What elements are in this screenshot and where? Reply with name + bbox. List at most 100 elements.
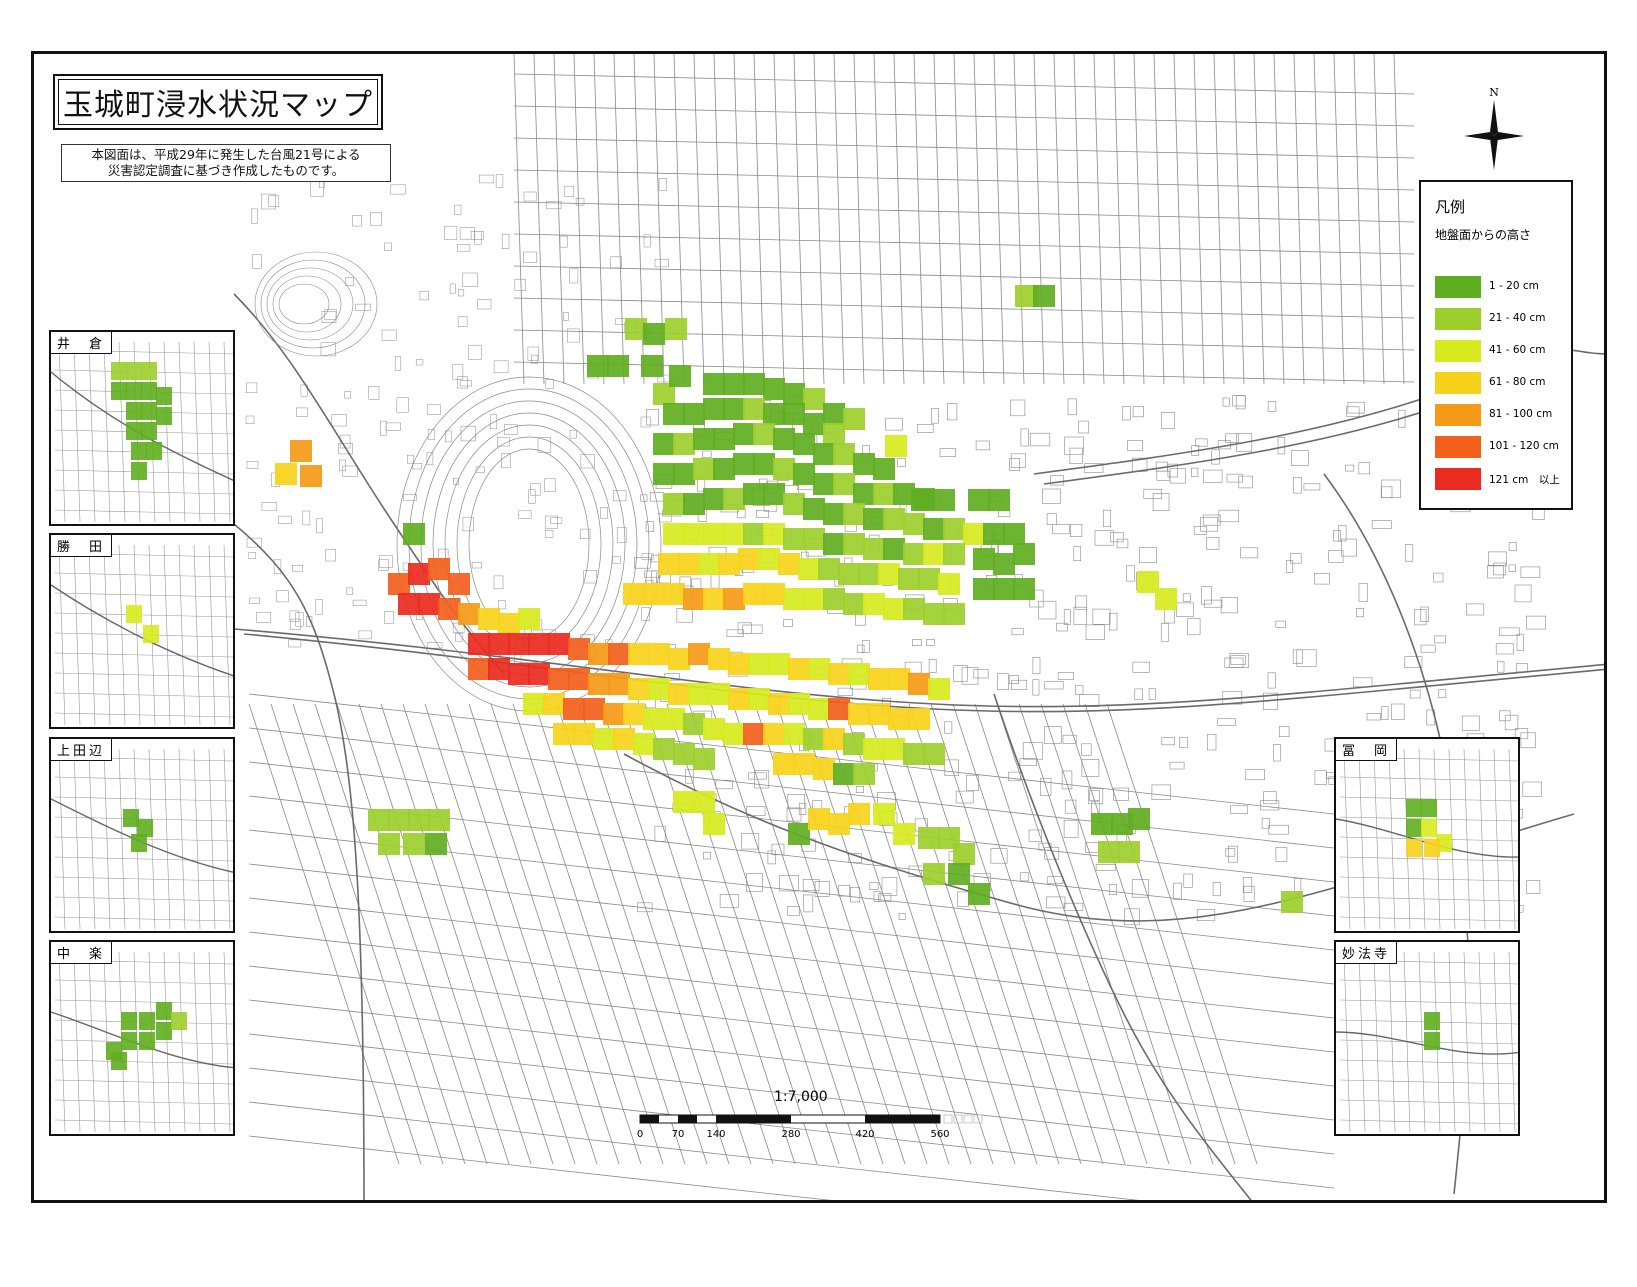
flood-cell — [368, 809, 390, 831]
flood-cell — [673, 743, 695, 765]
north-arrow-icon: N — [1462, 84, 1526, 174]
flood-cell — [743, 583, 765, 605]
map-title-box: 玉城町浸水状況マップ — [53, 74, 383, 130]
flood-cell — [388, 809, 410, 831]
flood-cell — [648, 678, 670, 700]
inset-flood-cell — [171, 1012, 187, 1030]
inset-flood-cell — [1421, 819, 1437, 837]
inset-map-kamitanabe — [51, 748, 233, 930]
inset-nakara[interactable]: 中 楽 — [49, 940, 235, 1136]
inset-myohoji[interactable]: 妙法寺 — [1334, 940, 1520, 1136]
flood-cell — [743, 723, 765, 745]
flood-cell — [838, 563, 860, 585]
flood-cell — [943, 603, 965, 625]
flood-cell — [587, 355, 609, 377]
inset-label-katsuda: 勝 田 — [51, 535, 113, 557]
flood-cell — [668, 648, 690, 670]
flood-cell — [763, 378, 785, 400]
flood-cell — [1155, 588, 1177, 610]
flood-cell — [763, 583, 785, 605]
flood-cell — [718, 553, 740, 575]
flood-cell — [488, 658, 510, 680]
flood-cell — [763, 723, 785, 745]
flood-cell — [713, 428, 735, 450]
inset-flood-cell — [121, 1032, 137, 1050]
flood-cell — [403, 833, 425, 855]
flood-cell — [1033, 285, 1055, 307]
base-map[interactable] — [34, 54, 1607, 1203]
flood-cell — [748, 653, 770, 675]
flood-cell — [1003, 523, 1025, 545]
flood-cell — [713, 458, 735, 480]
north-label: N — [1489, 86, 1499, 99]
flood-cell — [703, 373, 725, 395]
flood-cell — [763, 483, 785, 505]
flood-cell — [783, 528, 805, 550]
inset-label-myohoji: 妙法寺 — [1336, 942, 1398, 964]
flood-cell — [803, 498, 825, 520]
flood-cell — [683, 713, 705, 735]
inset-flood-cell — [1424, 1012, 1440, 1030]
flood-cell — [290, 440, 312, 462]
flood-cell — [808, 698, 830, 720]
flood-cell — [888, 708, 910, 730]
flood-cell — [738, 548, 760, 570]
flood-cell — [848, 663, 870, 685]
flood-cell — [868, 668, 890, 690]
inset-kamitanabe[interactable]: 上田辺 — [49, 737, 235, 933]
inset-flood-cell — [131, 462, 147, 480]
flood-cell — [723, 488, 745, 510]
flood-cell — [488, 633, 510, 655]
flood-cell — [873, 803, 895, 825]
legend-label: 21 - 40 cm — [1489, 312, 1546, 324]
flood-cell — [768, 653, 790, 675]
flood-cell — [653, 383, 675, 405]
flood-cell — [743, 483, 765, 505]
flood-cell — [918, 568, 940, 590]
inset-flood-cell — [156, 407, 172, 425]
flood-cell — [733, 423, 755, 445]
inset-flood-cell — [111, 1052, 127, 1070]
inset-flood-cell — [1424, 1032, 1440, 1050]
legend-label: 101 - 120 cm — [1489, 440, 1559, 452]
flood-cell — [628, 643, 650, 665]
flood-cell — [803, 388, 825, 410]
flood-cell — [908, 673, 930, 695]
flood-cell — [1013, 578, 1035, 600]
flood-cell — [428, 809, 450, 831]
flood-cell — [743, 398, 765, 420]
flood-cell — [798, 558, 820, 580]
flood-cell — [885, 435, 907, 457]
flood-cell — [593, 728, 615, 750]
flood-cell — [883, 738, 905, 760]
flood-cell — [673, 433, 695, 455]
inset-label-kamitanabe: 上田辺 — [51, 739, 113, 761]
inset-map-nakara — [51, 951, 233, 1133]
inset-ikura[interactable]: 井 倉 — [49, 330, 235, 526]
flood-cell — [728, 688, 750, 710]
flood-cell — [893, 823, 915, 845]
flood-cell — [783, 493, 805, 515]
flood-cell — [878, 563, 900, 585]
flood-cell — [758, 548, 780, 570]
legend-swatch — [1435, 372, 1481, 394]
flood-cell — [828, 698, 850, 720]
flood-cell — [418, 593, 440, 615]
flood-cell — [665, 318, 687, 340]
inset-flood-cell — [146, 442, 162, 460]
flood-cell — [783, 403, 805, 425]
flood-cell — [275, 463, 297, 485]
flood-cell — [448, 573, 470, 595]
flood-cell — [863, 508, 885, 530]
inset-tomioka[interactable]: 冨 岡 — [1334, 737, 1520, 933]
flood-cell — [923, 863, 945, 885]
inset-map-myohoji — [1336, 951, 1518, 1133]
flood-cell — [623, 703, 645, 725]
flood-cell — [668, 683, 690, 705]
map-title: 玉城町浸水状況マップ — [58, 79, 378, 125]
inset-flood-cell — [1406, 799, 1422, 817]
inset-katsuda[interactable]: 勝 田 — [49, 533, 235, 729]
legend-label: 41 - 60 cm — [1489, 344, 1546, 356]
flood-cell — [783, 383, 805, 405]
flood-cell — [573, 723, 595, 745]
